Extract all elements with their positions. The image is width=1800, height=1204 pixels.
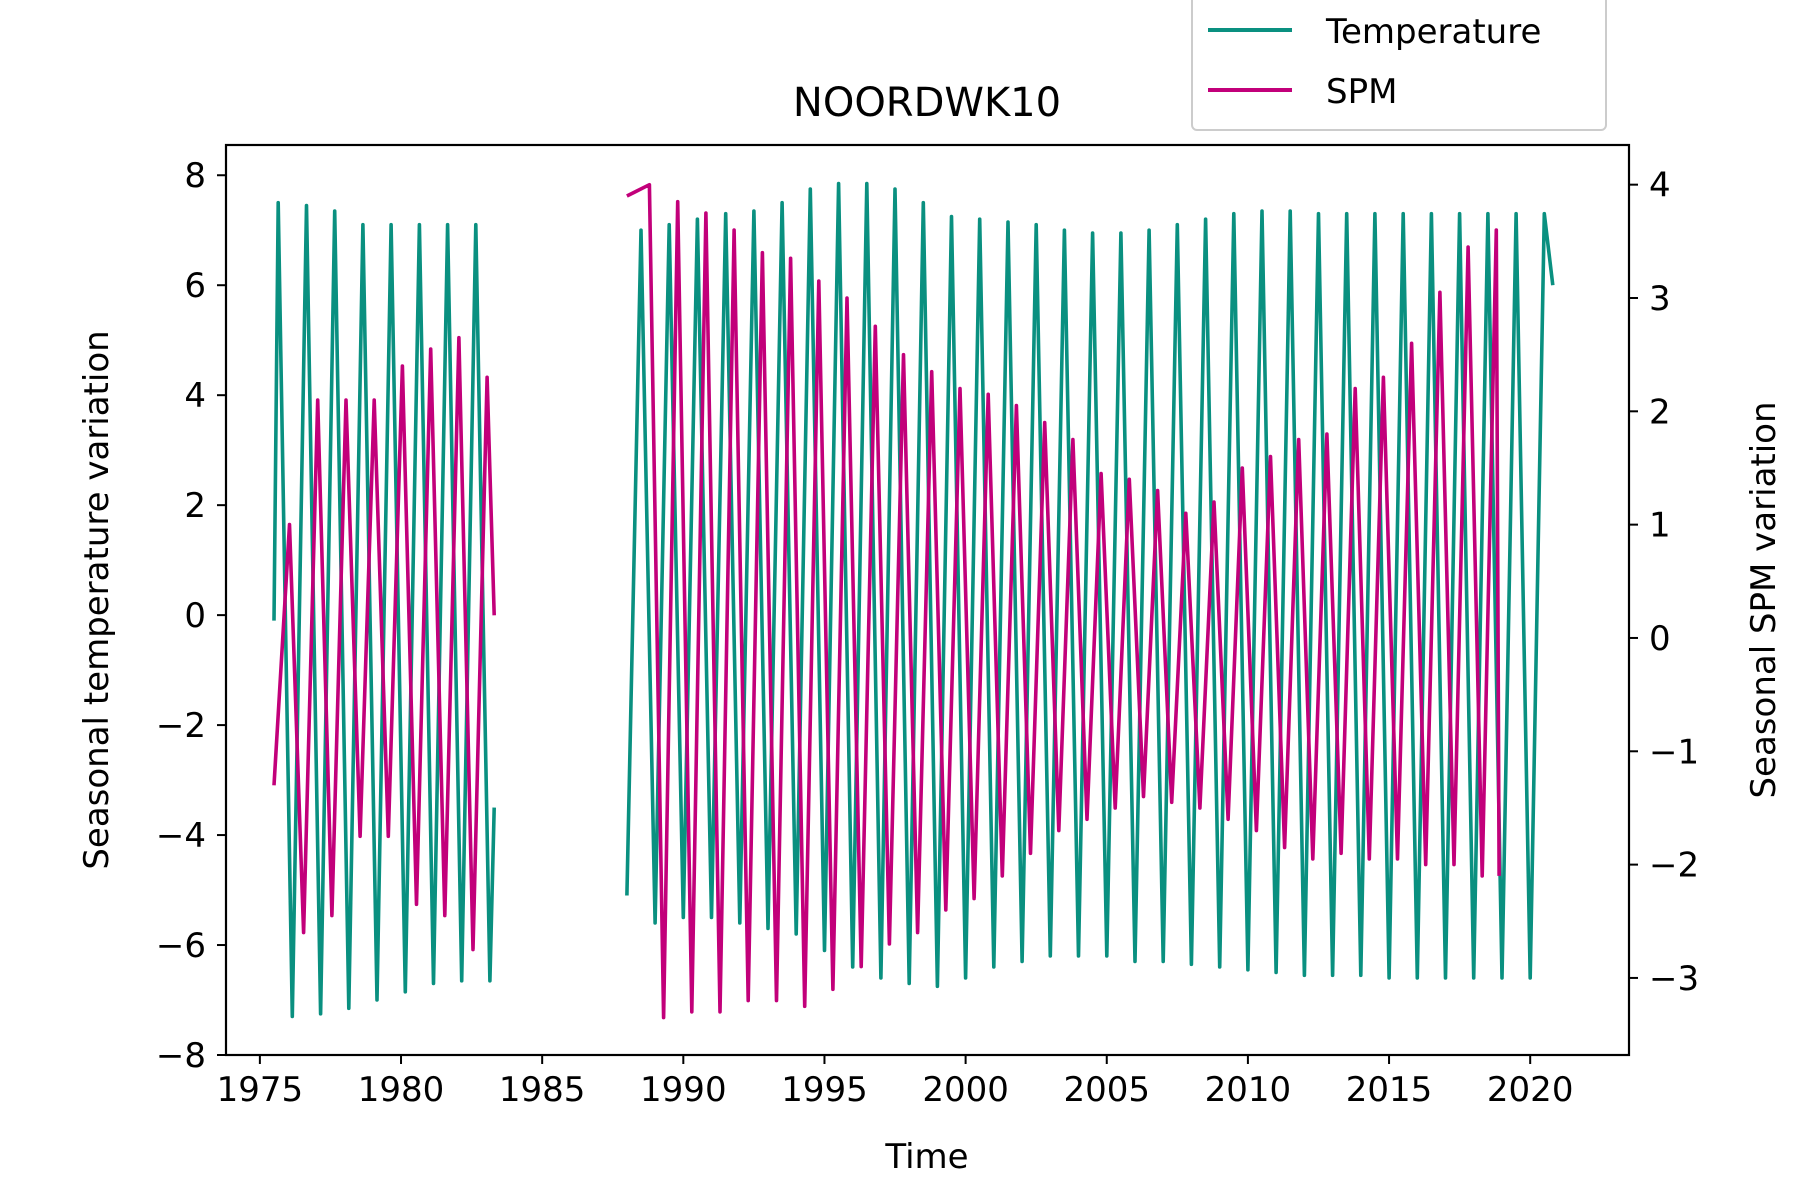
y-right-tick-label: 1 (1649, 506, 1671, 546)
x-tick-label: 2005 (1063, 1070, 1150, 1110)
y-left-tick-label: 4 (184, 376, 206, 416)
x-tick-label: 1990 (640, 1070, 727, 1110)
y-axis-right-label: Seasonal SPM variation (1744, 401, 1784, 798)
x-axis: 1975 1980 1985 1990 1995 2000 2005 2010 2015 2020 (217, 1055, 1574, 1110)
x-axis-label: Time (884, 1137, 968, 1177)
legend: Temperature SPM (1191, 0, 1607, 131)
series-layer (272, 181, 1555, 1020)
y-right-tick-label: 0 (1649, 619, 1671, 659)
y-right-tick-label: −3 (1649, 959, 1699, 999)
y-left-tick-label: −8 (156, 1036, 206, 1076)
y-right-tick-label: 4 (1649, 166, 1671, 206)
legend-label-spm: SPM (1326, 72, 1397, 112)
y-left-tick-label: 6 (184, 266, 206, 306)
y-right-tick-label: 2 (1649, 392, 1671, 432)
x-tick-label: 1975 (217, 1070, 304, 1110)
chart-title: NOORDWK10 (793, 80, 1061, 126)
x-tick-label: 2015 (1346, 1070, 1433, 1110)
plot-frame (224, 143, 1631, 1057)
series-line-spm-segment-1 (272, 335, 496, 952)
y-left-tick-label: 0 (184, 596, 206, 636)
y-axis-left-label: Seasonal temperature variation (77, 330, 117, 869)
y-left-tick-label: −2 (156, 706, 206, 746)
x-tick-label: 2010 (1205, 1070, 1292, 1110)
x-tick-label: 2000 (922, 1070, 1009, 1110)
legend-label-temperature: Temperature (1325, 12, 1541, 52)
x-tick-label: 1985 (499, 1070, 586, 1110)
x-tick-label: 1995 (781, 1070, 868, 1110)
y-axis-left: −8 −6 −4 −2 0 2 4 6 8 (156, 156, 226, 1076)
y-left-tick-label: −4 (156, 816, 206, 856)
y-right-tick-label: −2 (1649, 846, 1699, 886)
y-left-tick-label: −6 (156, 926, 206, 966)
y-axis-right: −3 −2 −1 0 1 2 3 4 (1629, 166, 1699, 999)
legend-box (1191, 0, 1607, 131)
series-line-spm-segment-2 (626, 182, 1501, 1020)
x-tick-label: 1980 (358, 1070, 445, 1110)
y-right-tick-label: 3 (1649, 279, 1671, 319)
series-line-temperature-segment-2 (625, 181, 1555, 989)
y-left-tick-label: 8 (184, 156, 206, 196)
y-right-tick-label: −1 (1649, 732, 1699, 772)
series-line-temperature-segment-1 (272, 200, 496, 1019)
x-tick-label: 2020 (1487, 1070, 1574, 1110)
y-left-tick-label: 2 (184, 486, 206, 526)
